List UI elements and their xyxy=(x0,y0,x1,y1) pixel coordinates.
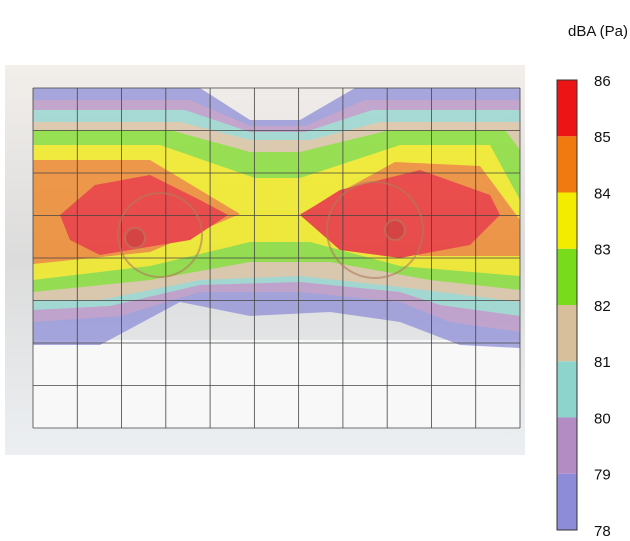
contour-layer xyxy=(33,88,520,348)
chart: dBA (Pa) 78 79 80 81 82 83 84 85 86 xyxy=(0,0,630,536)
colorbar-band xyxy=(557,418,577,474)
colorbar-band xyxy=(557,305,577,361)
colorbar-tick-label: 83 xyxy=(594,242,611,259)
colorbar-tick-label: 79 xyxy=(594,467,611,484)
colorbar-band xyxy=(557,361,577,417)
colorbar-tick-label: 80 xyxy=(594,410,611,427)
colorbar-tick-label: 78 xyxy=(594,523,611,536)
colorbar-band xyxy=(557,249,577,305)
colorbar-band xyxy=(557,193,577,249)
colorbar-tick-label: 85 xyxy=(594,129,611,146)
colorbar-band xyxy=(557,136,577,192)
colorbar-tick-label: 81 xyxy=(594,354,611,371)
colorbar-title: dBA (Pa) xyxy=(568,23,628,40)
floor-area xyxy=(33,340,520,428)
colorbar: 78 79 80 81 82 83 84 85 86 xyxy=(557,73,611,536)
colorbar-tick-label: 84 xyxy=(594,185,611,202)
page: dBA (Pa) 787980818283848586 (() => { con… xyxy=(0,0,630,536)
colorbar-tick-label: 82 xyxy=(594,298,611,315)
colorbar-tick-label: 86 xyxy=(594,73,611,90)
colorbar-band xyxy=(557,80,577,136)
colorbar-band xyxy=(557,474,577,530)
